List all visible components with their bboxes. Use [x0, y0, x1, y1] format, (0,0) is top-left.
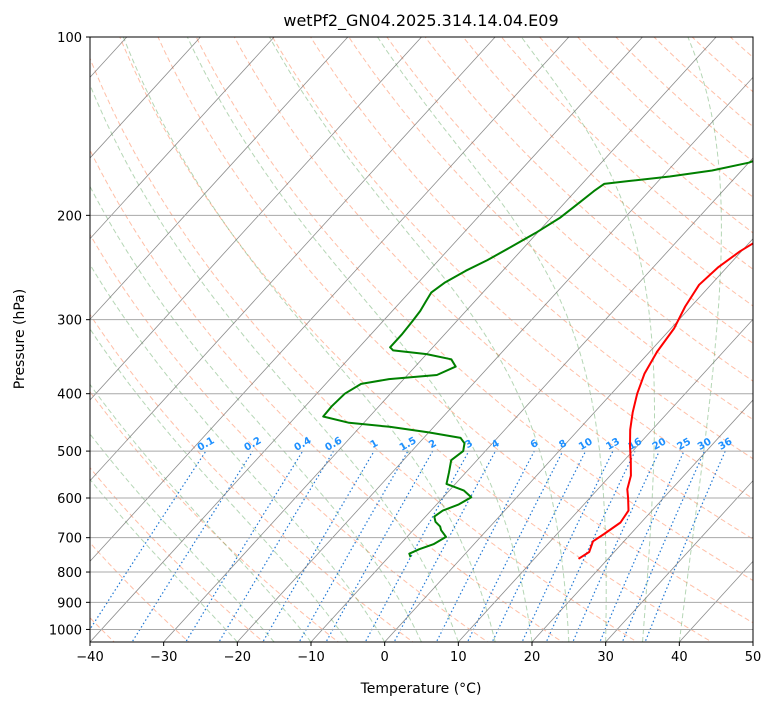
mixing-ratio-label: 2 — [427, 438, 439, 451]
moist-adiabat-line — [90, 478, 238, 642]
moist-adiabat-line — [678, 37, 722, 642]
y-tick-label: 700 — [57, 532, 82, 547]
isotherm-line — [90, 37, 349, 320]
dry-adiabat-line — [195, 37, 753, 582]
mixing-ratio-line — [644, 450, 726, 642]
mixing-ratio-label: 1 — [369, 438, 381, 451]
dry-adiabat-line — [424, 37, 753, 344]
moist-adiabat-line — [90, 83, 459, 642]
mixing-ratio-label: 4 — [490, 438, 502, 451]
x-tick-label: 10 — [450, 650, 467, 665]
dry-adiabat-line — [90, 313, 414, 642]
dry-adiabat-line — [310, 37, 753, 460]
isotherm-line — [90, 37, 496, 482]
dewpoint-profile-line — [322, 160, 753, 558]
x-axis-label: Temperature (°C) — [360, 681, 482, 697]
series-layer — [322, 160, 753, 560]
y-tick-label: 300 — [57, 314, 82, 329]
mixing-ratio-label: 8 — [557, 438, 569, 451]
mixing-ratio-line — [521, 450, 614, 642]
moist-adiabat-line — [90, 185, 422, 642]
isotherm-line — [310, 157, 753, 642]
x-tick-label: −10 — [297, 650, 324, 665]
isotherm-line — [458, 318, 753, 642]
moist-adiabat-line — [377, 37, 607, 642]
y-tick-label: 500 — [57, 445, 82, 460]
mixing-ratio-label: 6 — [529, 438, 541, 451]
x-tick-label: 20 — [524, 650, 541, 665]
moist-adiabat-line — [122, 37, 496, 642]
isotherm-line — [90, 37, 201, 159]
mixing-ratio-line — [90, 450, 207, 631]
mixing-ratio-line — [621, 450, 706, 642]
y-tick-label: 200 — [57, 209, 82, 224]
mixing-ratio-line — [364, 450, 470, 642]
isotherm-line — [163, 37, 717, 642]
chart-title: wetPf2_GN04.2025.314.14.04.E09 — [283, 11, 558, 31]
isotherm-line — [90, 37, 570, 562]
isotherm-line — [237, 76, 753, 642]
moist-adiabat-line — [186, 37, 533, 642]
grid-line-layer — [90, 37, 753, 642]
y-tick-label: 1000 — [49, 623, 82, 638]
mixing-ratio-line — [185, 450, 304, 642]
isotherm-line — [531, 399, 753, 642]
moist-adiabat-line — [520, 37, 655, 642]
dry-adiabat-line — [233, 37, 753, 540]
y-tick-label: 900 — [57, 596, 82, 611]
moist-adiabat-line — [90, 328, 349, 642]
dry-adiabat-line — [90, 57, 638, 642]
dry-adiabat-line — [348, 37, 753, 421]
y-tick-label: 400 — [57, 388, 82, 403]
mixing-ratio-line — [435, 450, 535, 642]
isotherm-line — [90, 37, 422, 401]
isotherm-line — [384, 238, 753, 642]
y-tick-label: 800 — [57, 566, 82, 581]
moist-adiabat-line — [90, 263, 386, 642]
x-tick-label: −20 — [224, 650, 251, 665]
y-tick-label: 100 — [57, 31, 82, 46]
x-tick-label: 0 — [381, 650, 389, 665]
x-tick-label: −30 — [150, 650, 177, 665]
x-tick-label: −40 — [76, 650, 103, 665]
temperature-profile-line — [577, 242, 753, 560]
mixing-ratio-line — [545, 450, 636, 642]
moist-adiabat-line — [90, 433, 275, 642]
y-axis-label: Pressure (hPa) — [12, 289, 28, 389]
mixing-ratio-line — [262, 450, 375, 642]
x-tick-label: 40 — [671, 650, 688, 665]
mixing-ratio-label: 3 — [463, 438, 475, 451]
x-tick-label: 50 — [745, 650, 762, 665]
isotherm-line — [90, 37, 643, 642]
mixing-ratio-line — [393, 450, 497, 642]
isotherm-line — [90, 37, 275, 240]
plot-frame — [89, 36, 754, 643]
isotherm-line — [605, 480, 753, 642]
x-tick-label: 30 — [597, 650, 614, 665]
tick-layer: −40 −30 −20 −10 0 10 20 30 40 50 1000 900 800 700 600 5… — [49, 31, 761, 665]
y-tick-label: 600 — [57, 492, 82, 507]
